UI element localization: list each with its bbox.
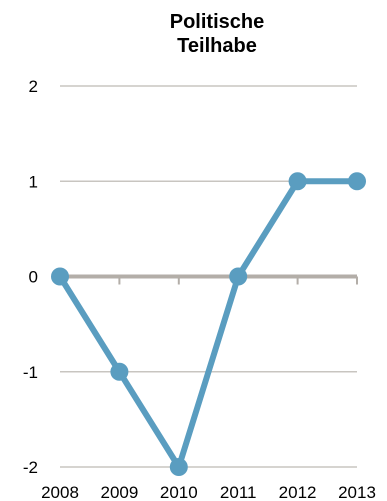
data-point — [51, 267, 69, 286]
data-point — [288, 172, 307, 191]
chart-title: Politische Teilhabe — [0, 10, 387, 58]
y-tick-label: 2 — [29, 77, 38, 96]
y-tick-label: 1 — [29, 172, 38, 191]
data-points — [51, 172, 366, 476]
x-tick-label: 2012 — [279, 483, 317, 501]
chart-title-line-2: Teilhabe — [177, 35, 257, 57]
chart-title-line-1: Politische — [169, 11, 265, 33]
x-tick-label: 2011 — [220, 483, 257, 501]
y-axis-tick-labels: 2 1 0 -1 -2 — [23, 77, 38, 477]
data-point — [348, 172, 366, 191]
series-line — [57, 178, 360, 470]
data-point — [110, 362, 129, 381]
data-point — [169, 458, 188, 476]
series-line-group — [57, 178, 360, 470]
x-tick-label: 2009 — [100, 483, 138, 501]
x-tick-label: 2013 — [338, 483, 376, 501]
x-tick-label: 2008 — [41, 483, 79, 501]
y-tick-label: 0 — [29, 268, 38, 287]
y-tick-label: -2 — [23, 458, 38, 477]
x-tick-label: 2010 — [160, 483, 198, 501]
y-tick-label: -1 — [23, 363, 38, 382]
data-point — [229, 267, 248, 286]
grid-lines — [60, 85, 358, 468]
x-axis-tick-labels: 2008 2009 2010 2011 2012 2013 — [41, 483, 376, 501]
